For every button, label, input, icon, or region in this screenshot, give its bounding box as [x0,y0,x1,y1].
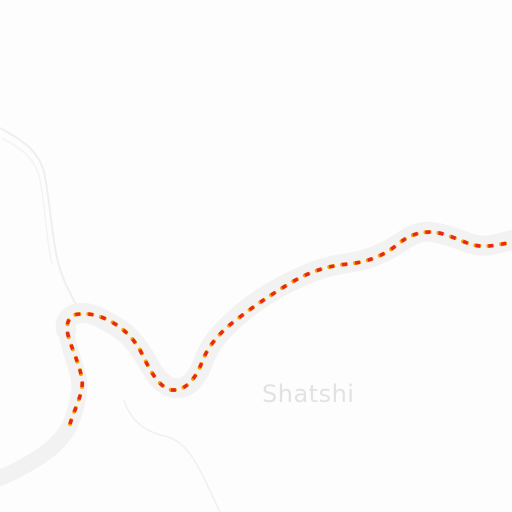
place-label: Shatshi [262,380,355,408]
terrain-line [1,137,53,265]
route-path-underlay [65,229,512,426]
river-corridor [55,221,512,399]
river-corridor-left [0,322,88,486]
terrain-line [0,127,77,306]
terrain-line [123,399,221,512]
